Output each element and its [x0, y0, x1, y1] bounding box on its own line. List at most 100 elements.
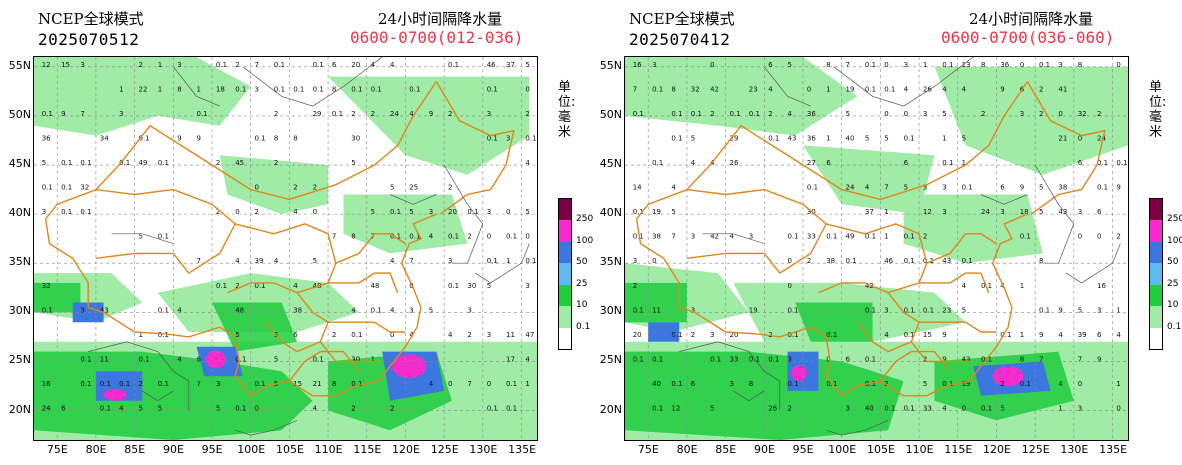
station-value: 4 [409, 110, 414, 118]
legend-color-swatch [1150, 327, 1162, 350]
station-value: 0 [884, 110, 888, 118]
station-value: 42 [865, 282, 874, 290]
station-value: 8 [981, 61, 985, 69]
station-value: 3 [429, 208, 433, 216]
station-value: 4 [962, 85, 967, 93]
station-value: 23 [749, 85, 758, 93]
station-value: 3 [409, 306, 413, 314]
station-value: 0.1 [371, 306, 382, 314]
run-time: 2025070412 [629, 30, 731, 49]
station-value: 33 [923, 405, 932, 413]
station-value: 0.1 [100, 405, 111, 413]
station-value: 32 [80, 184, 89, 192]
station-value: 26 [730, 159, 739, 167]
station-value: 0.1 [865, 61, 876, 69]
station-value: 1 [371, 355, 375, 363]
station-value: 3 [730, 380, 734, 388]
station-value: 0.1 [826, 331, 837, 339]
precip-area-moderate [212, 302, 298, 352]
valid-time-range: 0600-0700(036-060) [941, 28, 1115, 47]
station-value: 3 [846, 405, 850, 413]
station-value: 0.1 [158, 233, 169, 241]
station-value: 39 [1078, 331, 1087, 339]
station-value: 0.1 [525, 257, 536, 265]
station-value: 9 [1000, 85, 1004, 93]
station-value: 0 [1097, 233, 1101, 241]
province-border [44, 218, 313, 397]
station-value: 0.1 [788, 331, 799, 339]
forecast-panel-left: NCEP全球模式 2025070512 24小时间隔降水量 0600-0700(… [8, 10, 593, 456]
station-value: 7 [409, 257, 413, 265]
province-border [95, 188, 237, 275]
station-value: 3 [884, 306, 888, 314]
station-value: 0.1 [904, 331, 915, 339]
station-value: 3 [1097, 306, 1101, 314]
station-value: 4 [313, 405, 318, 413]
station-value: 5 [525, 208, 529, 216]
station-value: 2 [255, 208, 259, 216]
legend-value-label: 25 [576, 278, 588, 289]
station-value: 0 [487, 233, 491, 241]
station-value: 2 [390, 405, 394, 413]
station-value: 0.1 [61, 159, 72, 167]
station-value: 38 [652, 233, 661, 241]
station-value: 21 [1058, 135, 1067, 143]
station-value: 4 [525, 159, 530, 167]
station-value: 0.1 [448, 61, 459, 69]
station-value: 3 [119, 110, 123, 118]
station-value: 46 [487, 61, 496, 69]
station-value: 0.1 [904, 306, 915, 314]
legend-color-swatch [559, 284, 571, 307]
station-value: 0 [235, 208, 239, 216]
station-value: 0 [1116, 61, 1120, 69]
station-value: 0.1 [158, 331, 169, 339]
station-value: 8 [1020, 355, 1024, 363]
station-value: 5 [429, 306, 433, 314]
station-value: 8 [332, 85, 336, 93]
station-value: 3 [42, 208, 46, 216]
station-value: 0 [525, 85, 529, 93]
station-value: 0.1 [1116, 159, 1127, 167]
station-value: 0.1 [962, 184, 973, 192]
longitude-tick-label: 75E [637, 443, 659, 456]
longitude-tick-label: 115E [353, 443, 382, 456]
station-value: 3 [487, 208, 491, 216]
station-value: 9 [1058, 306, 1062, 314]
station-value: 12 [923, 208, 932, 216]
latitude-tick-label: 30N [599, 304, 622, 318]
station-value: 32 [1078, 110, 1087, 118]
station-value: 1 [942, 135, 946, 143]
station-value: 2 [467, 233, 471, 241]
station-value: 0.1 [139, 135, 150, 143]
station-value: 6 [293, 331, 298, 339]
station-value: 0 [710, 61, 714, 69]
station-value: 9 [1116, 184, 1120, 192]
longitude-tick-label: 125E [430, 443, 459, 456]
station-value: 1 [119, 85, 123, 93]
station-value: 2 [216, 159, 220, 167]
station-value: 5 [1000, 405, 1004, 413]
station-value: 5 [884, 135, 888, 143]
station-value: 5 [42, 159, 46, 167]
station-value: 7 [846, 61, 850, 69]
station-value: 13 [962, 61, 971, 69]
country-border [980, 194, 1028, 205]
station-value: 2 [467, 331, 471, 339]
precip-area-heavy [648, 322, 680, 342]
map-canvas: 16 3 0 6 5 8 7 0.1 0 3 1 0.1 13 8 36 0 0.1 3 8 07 0.1 8 32 42 23… [625, 57, 1128, 440]
latitude-tick-label: 20N [8, 402, 31, 416]
station-value: 0.1 [1097, 159, 1108, 167]
station-value: 0.1 [652, 405, 663, 413]
station-value: 7 [80, 110, 84, 118]
station-value: 0.1 [923, 257, 934, 265]
station-value: 0.1 [467, 208, 478, 216]
map-canvas: 12 15 3 2 1 3 0.1 2 7 0.1 0.1 6 20 4 4 0.1 46 37 51 22 1 8 1 18… [34, 57, 537, 440]
station-value: 0.1 [1020, 380, 1031, 388]
longitude-tick-label: 110E [314, 443, 343, 456]
station-value: 22 [139, 85, 148, 93]
station-value: 39 [255, 257, 264, 265]
longitude-tick-label: 120E [983, 443, 1011, 456]
station-value: 4 [1058, 380, 1063, 388]
longitude-tick-label: 85E [715, 443, 737, 456]
station-value: 5 [1039, 184, 1043, 192]
